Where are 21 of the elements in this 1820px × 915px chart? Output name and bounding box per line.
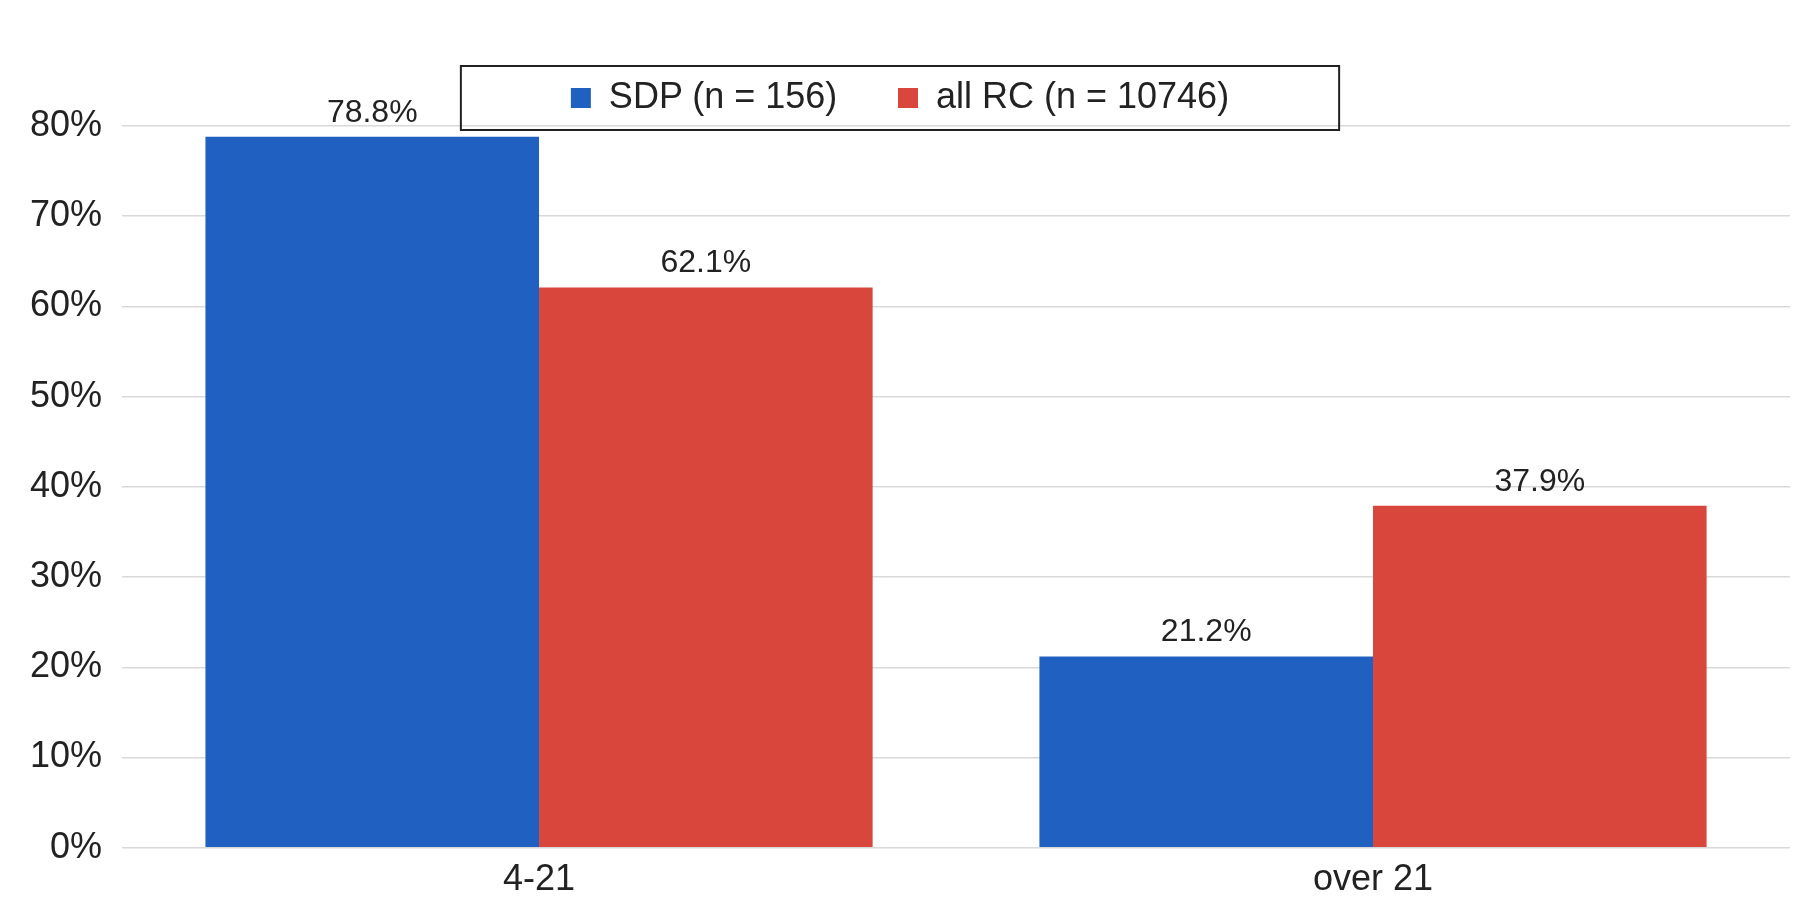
x-tick-label: over 21 bbox=[1312, 857, 1434, 899]
y-tick-label: 20% bbox=[29, 644, 103, 686]
y-tick-label: 80% bbox=[29, 102, 103, 144]
bar bbox=[205, 136, 540, 848]
y-tick-label: 50% bbox=[29, 373, 103, 415]
y-tick-label: 40% bbox=[29, 463, 103, 505]
legend-label: SDP (n = 156) bbox=[608, 74, 838, 116]
y-tick-label: 10% bbox=[29, 734, 103, 776]
text: 78.8% bbox=[326, 92, 418, 129]
bar bbox=[1039, 656, 1374, 848]
y-tick-label: 30% bbox=[29, 554, 103, 596]
y-tick-label: 60% bbox=[29, 283, 103, 325]
text: 21.2% bbox=[1160, 612, 1252, 649]
legend-label: all RC (n = 10746) bbox=[935, 74, 1230, 116]
text: 62.1% bbox=[660, 243, 752, 280]
y-tick-label: 70% bbox=[29, 193, 103, 235]
text: 37.9% bbox=[1494, 461, 1586, 498]
y-tick-label: 0% bbox=[50, 824, 103, 866]
x-tick-label: 4-21 bbox=[503, 857, 576, 899]
bar bbox=[539, 287, 873, 848]
bar bbox=[1373, 505, 1707, 848]
